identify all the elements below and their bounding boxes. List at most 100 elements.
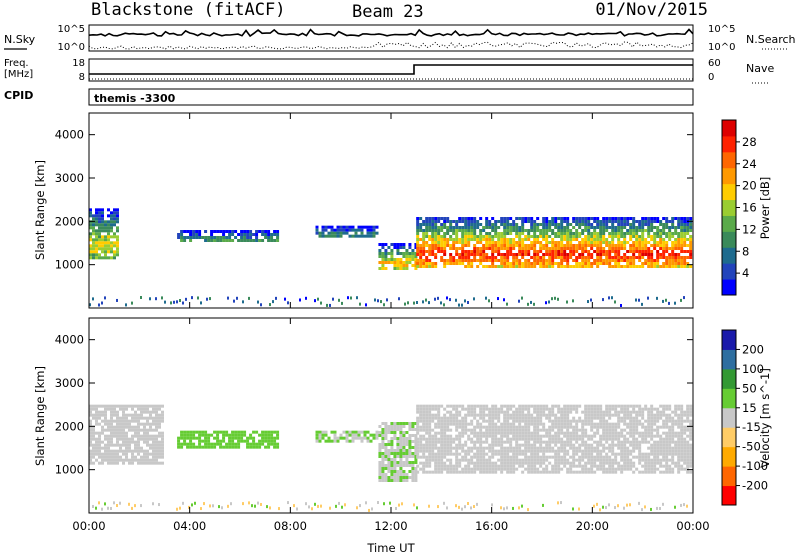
echo-cell (566, 407, 570, 411)
echo-cell (363, 433, 367, 437)
echo-cell (545, 434, 549, 438)
echo-cell (476, 253, 480, 256)
echo-cell (437, 449, 441, 453)
echo-cell (674, 262, 678, 265)
echo-cell (98, 226, 101, 230)
echo-cell (506, 220, 510, 223)
echo-cell (641, 256, 645, 259)
echo-cell (243, 439, 247, 443)
echo-cell (647, 422, 651, 426)
echo-cell (390, 252, 394, 255)
echo-cell (503, 413, 507, 417)
echo-cell (192, 433, 196, 437)
echo-cell (587, 458, 591, 462)
echo-cell (482, 404, 486, 408)
echo-cell (545, 416, 549, 420)
echo-cell (393, 428, 397, 431)
echo-cell (110, 416, 113, 420)
echo-cell (686, 217, 690, 220)
echo-cell (329, 303, 331, 307)
echo-cell (195, 230, 199, 233)
echo-cell (530, 449, 534, 453)
echo-cell (593, 226, 597, 229)
echo-cell (671, 256, 675, 259)
echo-cell (192, 445, 196, 449)
echo-cell (452, 440, 456, 444)
echo-cell (596, 238, 600, 241)
echo-cell (650, 434, 654, 438)
echo-cell (314, 502, 316, 506)
echo-cell (629, 232, 633, 235)
echo-cell (536, 407, 540, 411)
echo-cell (500, 232, 504, 235)
echo-cell (638, 413, 642, 417)
echo-cell (95, 232, 98, 236)
echo-cell (665, 434, 669, 438)
echo-cell (590, 458, 594, 462)
echo-cell (635, 250, 639, 253)
echo-cell (545, 458, 549, 462)
echo-cell (110, 214, 113, 218)
echo-cell (647, 250, 651, 253)
echo-cell (425, 455, 429, 459)
echo-cell (110, 410, 113, 414)
echo-cell (455, 235, 459, 238)
echo-cell (482, 407, 486, 411)
echo-cell (488, 226, 492, 229)
echo-cell (399, 246, 403, 249)
echo-cell (92, 407, 95, 411)
echo-cell (243, 430, 247, 434)
echo-cell (270, 430, 274, 434)
echo-cell (524, 425, 528, 429)
echo-cell (503, 220, 507, 223)
echo-cell (581, 244, 585, 247)
echo-cell (345, 430, 349, 434)
echo-cell (110, 506, 112, 510)
echo-cell (548, 416, 552, 420)
echo-cell (425, 404, 429, 408)
echo-cell (101, 229, 104, 233)
echo-cell (671, 217, 675, 220)
echo-cell (402, 452, 406, 455)
echo-cell (387, 428, 391, 431)
echo-cell (89, 458, 92, 462)
echo-cell (605, 440, 609, 444)
echo-cell (536, 470, 540, 474)
echo-cell (431, 437, 435, 441)
echo-cell (527, 232, 531, 235)
echo-cell (446, 296, 448, 300)
beam-title: Beam 23 (352, 2, 424, 22)
echo-cell (614, 506, 616, 510)
echo-cell (659, 458, 663, 462)
echo-cell (455, 410, 459, 414)
echo-cell (485, 467, 489, 471)
echo-cell (98, 253, 101, 257)
echo-cell (512, 470, 516, 474)
echo-cell (590, 265, 594, 268)
echo-cell (587, 226, 591, 229)
echo-cell (98, 214, 101, 218)
echo-cell (635, 265, 639, 268)
echo-cell (506, 437, 510, 441)
echo-cell (125, 407, 128, 411)
echo-cell (399, 428, 403, 431)
echo-cell (228, 442, 232, 446)
echo-cell (656, 416, 660, 420)
echo-cell (110, 404, 113, 408)
echo-cell (617, 250, 621, 253)
echo-cell (518, 299, 520, 303)
echo-cell (113, 256, 116, 260)
echo-cell (92, 431, 95, 435)
echo-cell (405, 452, 409, 455)
echo-cell (267, 445, 271, 449)
echo-cell (527, 259, 531, 262)
echo-cell (680, 467, 684, 471)
echo-cell (638, 446, 642, 450)
echo-cell (315, 225, 319, 229)
echo-cell (399, 440, 403, 443)
echo-cell (674, 404, 678, 408)
echo-cell (405, 422, 409, 425)
echo-cell (419, 413, 423, 417)
echo-cell (647, 464, 651, 468)
echo-cell (617, 238, 621, 241)
